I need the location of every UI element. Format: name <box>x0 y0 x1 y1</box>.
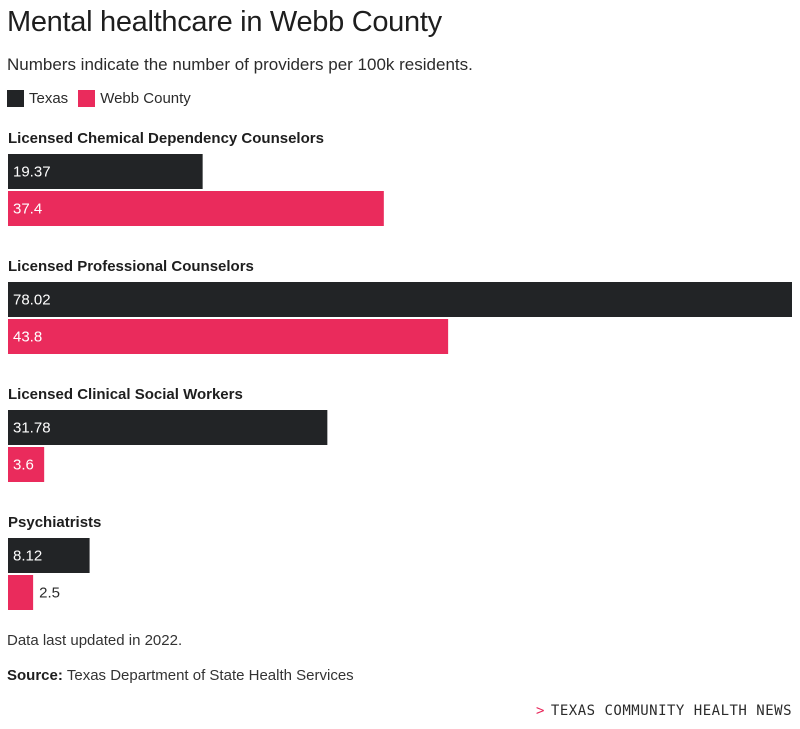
value-label-texas-licensed-clinical-social-workers: 31.78 <box>13 420 51 437</box>
category-label-licensed-chemical-dependency-counselors: Licensed Chemical Dependency Counselors <box>8 130 324 147</box>
source-label: Source: <box>7 667 63 684</box>
value-label-webb-county-psychiatrists: 2.5 <box>39 585 60 602</box>
chart-title: Mental healthcare in Webb County <box>7 6 442 38</box>
legend-item-webb-county: Webb County <box>78 90 191 107</box>
bar-webb-county-licensed-chemical-dependency-counselors <box>8 191 384 226</box>
category-label-licensed-professional-counselors: Licensed Professional Counselors <box>8 258 254 275</box>
brand-caret-icon: > <box>535 703 545 719</box>
source-line: Source: Texas Department of State Health … <box>7 667 354 684</box>
chart-subtitle: Numbers indicate the number of providers… <box>7 55 473 74</box>
bar-chart: Licensed Chemical Dependency Counselors 1… <box>8 130 792 610</box>
legend-label-texas: Texas <box>29 90 69 107</box>
category-label-licensed-clinical-social-workers: Licensed Clinical Social Workers <box>8 386 243 403</box>
bar-webb-county-licensed-clinical-social-workers <box>8 447 45 482</box>
value-label-webb-county-licensed-clinical-social-workers: 3.6 <box>13 457 34 474</box>
bar-webb-county-psychiatrists <box>8 575 34 610</box>
legend-label-webb-county: Webb County <box>100 90 191 107</box>
value-label-texas-licensed-chemical-dependency-counselors: 19.37 <box>13 164 51 181</box>
bar-texas-psychiatrists <box>8 538 90 573</box>
value-label-texas-psychiatrists: 8.12 <box>13 548 42 565</box>
legend-swatch-webb-county <box>78 90 96 107</box>
bar-texas-licensed-chemical-dependency-counselors <box>8 154 203 189</box>
value-label-webb-county-licensed-professional-counselors: 43.8 <box>13 329 42 346</box>
legend-swatch-texas <box>7 90 24 107</box>
data-updated-note: Data last updated in 2022. <box>7 632 183 649</box>
bar-texas-licensed-clinical-social-workers <box>8 410 328 445</box>
brand-credit: > TEXAS COMMUNITY HEALTH NEWS <box>536 703 792 719</box>
value-label-webb-county-licensed-chemical-dependency-counselors: 37.4 <box>13 201 42 218</box>
bar-webb-county-licensed-professional-counselors <box>8 319 449 354</box>
brand-name: TEXAS COMMUNITY HEALTH NEWS <box>550 703 792 719</box>
bar-texas-licensed-professional-counselors <box>8 282 792 317</box>
legend: Texas Webb County <box>7 90 201 107</box>
legend-item-texas: Texas <box>7 90 68 107</box>
category-label-psychiatrists: Psychiatrists <box>8 514 101 531</box>
value-label-texas-licensed-professional-counselors: 78.02 <box>13 292 51 309</box>
source-text: Texas Department of State Health Service… <box>66 667 354 684</box>
